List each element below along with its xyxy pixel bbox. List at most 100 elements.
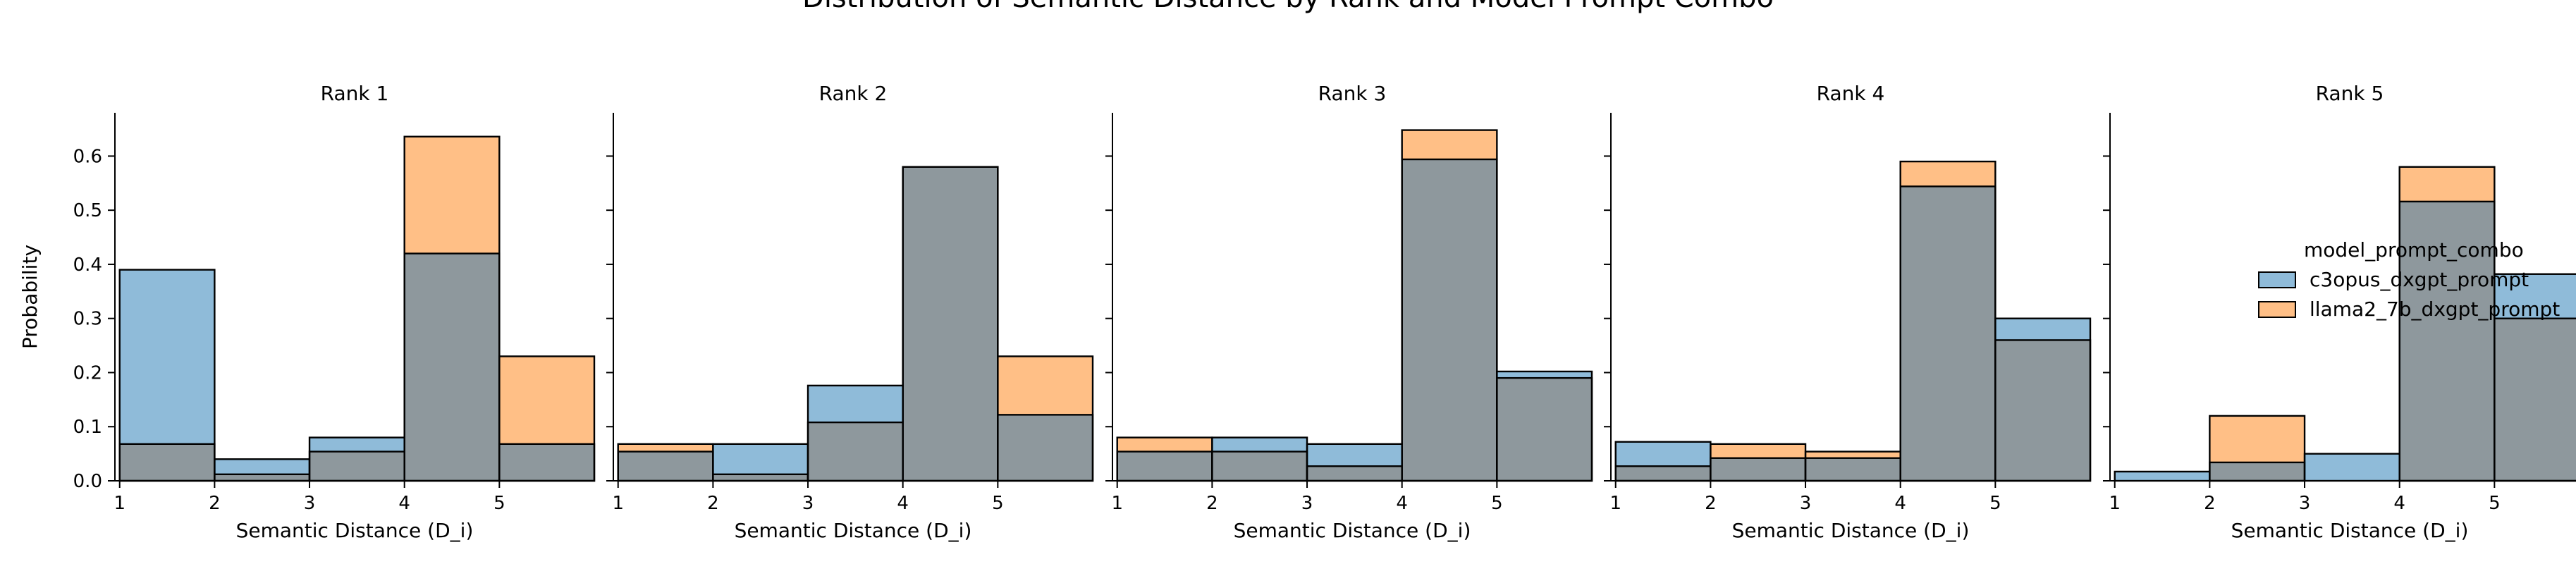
y-axis-label: Probability bbox=[18, 245, 42, 349]
y-tick-label: 0.4 bbox=[73, 255, 102, 276]
bar-c3opus bbox=[2494, 274, 2576, 319]
x-tick-label: 4 bbox=[2393, 493, 2405, 514]
y-tick-label: 0.5 bbox=[73, 200, 102, 221]
x-tick-label: 2 bbox=[2204, 493, 2216, 514]
legend-title: model_prompt_combo bbox=[2304, 238, 2524, 262]
bar-llama2 bbox=[2399, 166, 2495, 202]
legend-entry-label: llama2_7b_dxgpt_prompt bbox=[2310, 298, 2560, 321]
y-tick-label: 0.2 bbox=[73, 362, 102, 384]
x-tick-label: 5 bbox=[493, 493, 505, 514]
bar-overlap bbox=[1497, 378, 1592, 481]
bar-c3opus bbox=[119, 269, 215, 444]
x-tick-label: 3 bbox=[802, 493, 814, 514]
x-tick-label: 1 bbox=[114, 493, 125, 514]
x-tick-label: 3 bbox=[2299, 493, 2311, 514]
x-tick-label: 3 bbox=[1800, 493, 1812, 514]
bar-c3opus bbox=[1307, 443, 1402, 467]
bar-overlap bbox=[1402, 159, 1497, 482]
panels: Rank 1 1 2 3 4 5 0.0 0.1 0.2 0.3 0.4 0.5 0.6 Semantic… bbox=[18, 82, 2576, 542]
bar-c3opus bbox=[808, 385, 903, 423]
panel-rank-4: Rank 4 1 2 3 4 5 Semantic Distance (D_i) bbox=[1604, 82, 2092, 542]
bar-llama2 bbox=[1117, 437, 1213, 452]
bar-overlap bbox=[902, 166, 998, 481]
x-tick-label: 5 bbox=[2489, 493, 2501, 514]
x-axis-label: Semantic Distance (D_i) bbox=[1732, 519, 1970, 542]
bar-overlap bbox=[499, 443, 594, 481]
bar-overlap bbox=[998, 415, 1093, 481]
x-tick-label: 1 bbox=[1609, 493, 1621, 514]
bar-c3opus bbox=[2114, 471, 2210, 481]
bar-llama2 bbox=[404, 136, 500, 254]
x-tick-label: 4 bbox=[398, 493, 410, 514]
panel-rank-3: Rank 3 1 2 3 4 5 Semantic Distance (D_i) bbox=[1105, 82, 1593, 542]
x-tick-label: 2 bbox=[1705, 493, 1717, 514]
legend-swatch bbox=[2258, 271, 2296, 288]
x-tick-label: 2 bbox=[209, 493, 221, 514]
panel-title: Rank 1 bbox=[321, 82, 389, 105]
bar-llama2 bbox=[1900, 161, 1996, 187]
bar-c3opus bbox=[1497, 371, 1592, 379]
panel-title: Rank 2 bbox=[819, 82, 888, 105]
bar-llama2 bbox=[998, 356, 1093, 415]
x-axis-label: Semantic Distance (D_i) bbox=[236, 519, 474, 542]
bar-overlap bbox=[1710, 458, 1806, 481]
x-tick-label: 2 bbox=[1206, 493, 1218, 514]
x-axis-label: Semantic Distance (D_i) bbox=[1234, 519, 1471, 542]
x-tick-label: 4 bbox=[1894, 493, 1906, 514]
bar-overlap bbox=[119, 443, 215, 481]
x-tick-label: 1 bbox=[1111, 493, 1123, 514]
x-tick-label: 5 bbox=[1989, 493, 2001, 514]
bar-c3opus bbox=[2305, 453, 2400, 481]
x-tick-label: 5 bbox=[1491, 493, 1503, 514]
bar-llama2 bbox=[499, 356, 594, 444]
x-tick-label: 4 bbox=[897, 493, 909, 514]
panel-title: Rank 5 bbox=[2316, 82, 2384, 105]
bar-overlap bbox=[1615, 466, 1711, 481]
legend-swatch bbox=[2258, 301, 2296, 318]
panel-rank-5: Rank 5 1 2 3 4 5 Semantic Distance (D_i) bbox=[2103, 82, 2576, 542]
y-tick-label: 0.1 bbox=[73, 417, 102, 438]
y-tick-label: 0.0 bbox=[73, 471, 102, 492]
bar-overlap bbox=[808, 422, 903, 481]
bar-overlap bbox=[2494, 318, 2576, 481]
bar-llama2 bbox=[1710, 443, 1806, 458]
bar-c3opus bbox=[214, 459, 310, 474]
bar-c3opus bbox=[1212, 437, 1308, 452]
x-tick-label: 1 bbox=[2109, 493, 2121, 514]
y-tick-label: 0.3 bbox=[73, 309, 102, 330]
x-tick-label: 2 bbox=[707, 493, 719, 514]
panel-rank-1: Rank 1 1 2 3 4 5 0.0 0.1 0.2 0.3 0.4 0.5 0.6 Semantic… bbox=[18, 82, 596, 542]
bar-overlap bbox=[1212, 451, 1308, 481]
bar-overlap bbox=[1900, 186, 1996, 481]
panel-title: Rank 4 bbox=[1817, 82, 1885, 105]
bar-llama2 bbox=[618, 443, 713, 452]
y-tick-label: 0.6 bbox=[73, 146, 102, 167]
x-tick-label: 3 bbox=[1301, 493, 1313, 514]
bar-c3opus bbox=[1995, 318, 2090, 341]
bar-overlap bbox=[2209, 462, 2305, 481]
x-axis-label: Semantic Distance (D_i) bbox=[2231, 519, 2469, 542]
bar-overlap bbox=[713, 474, 809, 481]
bar-overlap bbox=[2399, 201, 2495, 481]
bar-llama2 bbox=[1805, 451, 1901, 458]
bar-overlap bbox=[1805, 458, 1901, 481]
bar-c3opus bbox=[713, 443, 809, 474]
bar-overlap bbox=[1117, 451, 1213, 481]
chart-title: Distribution of Semantic Distance by Ran… bbox=[802, 0, 1774, 14]
bar-overlap bbox=[214, 474, 310, 481]
x-tick-label: 1 bbox=[612, 493, 624, 514]
bar-overlap bbox=[618, 451, 713, 481]
x-tick-label: 5 bbox=[992, 493, 1004, 514]
x-tick-label: 3 bbox=[304, 493, 316, 514]
legend: model_prompt_combo c3opus_dxgpt_promptlla… bbox=[2258, 238, 2560, 321]
bar-c3opus bbox=[309, 437, 405, 452]
x-tick-label: 4 bbox=[1396, 493, 1408, 514]
bar-overlap bbox=[309, 451, 405, 481]
bar-llama2 bbox=[2209, 415, 2305, 462]
panel-rank-2: Rank 2 1 2 3 4 5 Semantic Distance (D_i) bbox=[606, 82, 1094, 542]
bar-overlap bbox=[404, 253, 500, 481]
bar-c3opus bbox=[1615, 441, 1711, 467]
panel-title: Rank 3 bbox=[1318, 82, 1387, 105]
x-axis-label: Semantic Distance (D_i) bbox=[735, 519, 972, 542]
